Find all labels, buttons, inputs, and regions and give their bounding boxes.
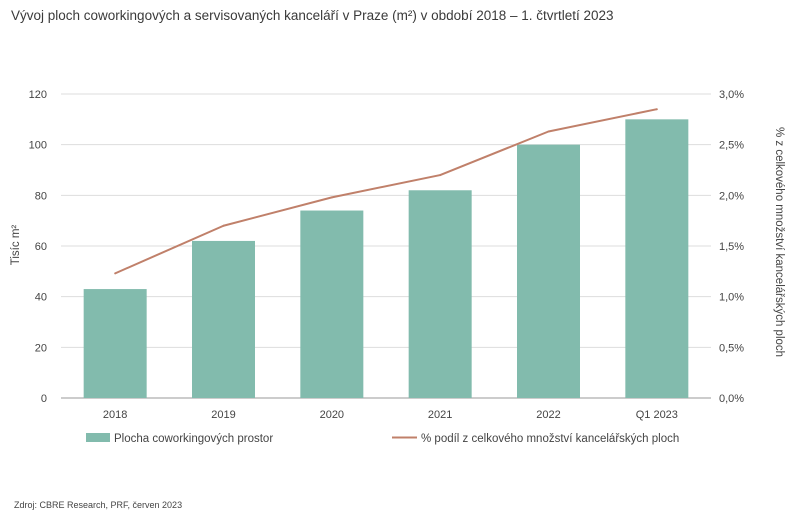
y2-tick-label: 3,0%	[719, 89, 744, 101]
line-point	[114, 272, 117, 275]
y2-tick-label: 1,5%	[719, 241, 744, 253]
bar	[83, 289, 147, 398]
gridlines	[61, 93, 711, 399]
bar	[300, 210, 364, 398]
chart-title: Vývoj ploch coworkingových a servisovaný…	[11, 8, 614, 23]
x-tick-label: 2019	[211, 409, 235, 421]
source-note: Zdroj: CBRE Research, PRF, červen 2023	[14, 500, 183, 510]
y-tick-label: 120	[29, 89, 47, 101]
y-tick-label: 60	[35, 241, 47, 253]
y2-tick-label: 1,0%	[719, 292, 744, 304]
legend-bar-label: Plocha coworkingových prostor	[114, 433, 273, 445]
line-point	[439, 174, 442, 177]
legend-bar-swatch	[86, 433, 110, 442]
bar	[517, 144, 580, 398]
percent-share-line	[114, 108, 658, 275]
y-tick-label: 80	[35, 190, 47, 202]
y-tick-label: 0	[41, 393, 47, 405]
y-tick-label: 20	[35, 342, 47, 354]
y-tick-label: 100	[29, 140, 47, 152]
x-tick-label: 2018	[103, 409, 127, 421]
y2-tick-label: 2,5%	[719, 140, 744, 152]
left-axis-title: Tisíc m²	[10, 225, 22, 266]
percent-line-layer	[114, 108, 658, 275]
line-point	[222, 224, 225, 227]
y-tick-label: 40	[35, 292, 47, 304]
y2-tick-label: 0,0%	[719, 393, 744, 405]
bar	[192, 240, 255, 398]
bar	[625, 119, 689, 398]
x-tick-label: 2021	[428, 409, 452, 421]
bar	[408, 190, 472, 398]
right-axis-title: % z celkového množství kancelářských plo…	[773, 127, 785, 357]
legend: Plocha coworkingových prostor % podíl z …	[86, 433, 679, 445]
left-axis-ticks: 0 20 40 60 80 100 120	[29, 89, 47, 405]
legend-line-label: % podíl z celkového množství kancelářský…	[421, 433, 679, 445]
line-point	[330, 196, 333, 199]
y2-tick-label: 2,0%	[719, 190, 744, 202]
line-point	[655, 108, 658, 111]
x-tick-label: 2022	[536, 409, 560, 421]
right-axis-ticks: 0,0% 0,5% 1,0% 1,5% 2,0% 2,5% 3,0%	[719, 89, 744, 405]
x-tick-label: 2020	[320, 409, 344, 421]
category-axis-ticks: 2018 2019 2020 2021 2022 Q1 2023	[103, 409, 678, 421]
line-point	[547, 130, 550, 133]
y2-tick-label: 0,5%	[719, 342, 744, 354]
x-tick-label: Q1 2023	[636, 409, 678, 421]
bars	[83, 119, 689, 398]
